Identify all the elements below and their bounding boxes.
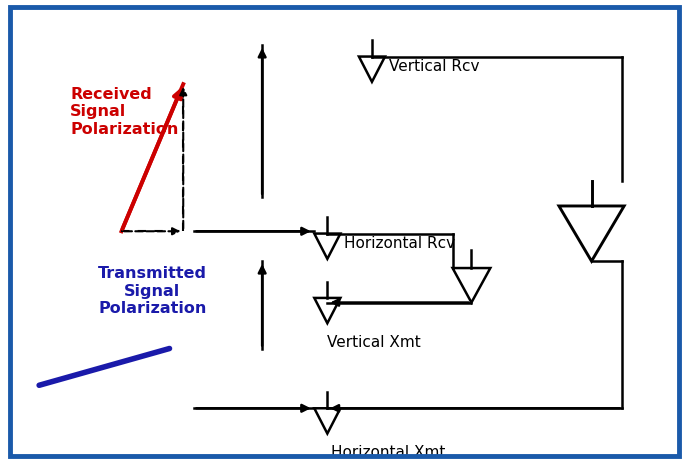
Text: Vertical Xmt: Vertical Xmt — [327, 335, 421, 350]
Text: Horizontal Rcv: Horizontal Rcv — [344, 236, 455, 252]
Text: Horizontal Xmt: Horizontal Xmt — [331, 445, 445, 460]
Text: Transmitted
Signal
Polarization: Transmitted Signal Polarization — [98, 266, 207, 316]
Text: Vertical Rcv: Vertical Rcv — [389, 60, 480, 74]
Text: Received
Signal
Polarization: Received Signal Polarization — [70, 87, 178, 137]
